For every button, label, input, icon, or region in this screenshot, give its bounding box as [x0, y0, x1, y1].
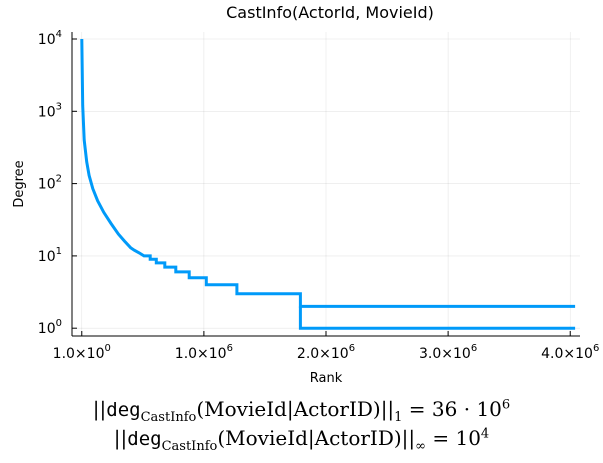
y-tick-label: 103: [38, 101, 62, 120]
series: [80, 38, 576, 330]
chart-title: CastInfo(ActorId, MovieId): [226, 3, 434, 22]
y-tick-label: 102: [38, 174, 62, 193]
ticks: 1.0×100 1.0×106 2.0×106 3.0×106 4.0×106 100 10…: [38, 29, 600, 362]
y-tick-label: 100: [38, 318, 62, 337]
x-tick-label: 2.0×106: [297, 343, 355, 362]
x-axis-label: Rank: [310, 371, 343, 386]
x-tick-label: 4.0×106: [541, 343, 599, 362]
grid: [72, 32, 580, 336]
x-tick-label: 1.0×100: [53, 343, 111, 362]
y-tick-label: 104: [38, 29, 62, 48]
degree-rank-chart: CastInfo(ActorId, MovieId) 1.0×100 1.0×10…: [12, 3, 600, 386]
degree-line-tail: [298, 306, 576, 330]
x-tick-label: 1.0×106: [175, 343, 233, 362]
y-tick-label: 101: [38, 246, 62, 265]
formula-l1-norm: ||degCastInfo(MovieId|ActorID)||1 = 36 ·…: [92, 397, 511, 425]
formula-inf-norm: ||degCastInfo(MovieId|ActorID)||∞ = 104: [113, 426, 490, 454]
degree-line: [80, 38, 576, 308]
x-tick-label: 3.0×106: [419, 343, 477, 362]
y-axis-label: Degree: [12, 160, 27, 207]
